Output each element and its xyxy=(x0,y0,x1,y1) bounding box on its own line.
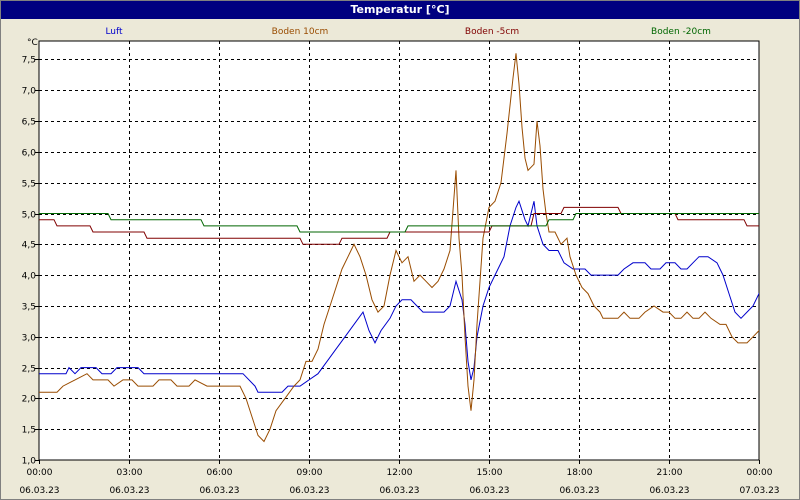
x-tick-date-label: 07.03.23 xyxy=(739,486,779,496)
x-tick-time-label: 09:00 xyxy=(297,468,323,478)
window-title: Temperatur [°C] xyxy=(1,1,799,19)
x-tick-time-label: 15:00 xyxy=(477,468,503,478)
x-tick-date-label: 06.03.23 xyxy=(19,486,59,496)
series-lines xyxy=(39,53,759,443)
y-tick-label: 3,0 xyxy=(22,334,37,344)
x-tick-date-label: 06.03.23 xyxy=(199,486,239,496)
x-tick-date-label: 06.03.23 xyxy=(649,486,689,496)
y-tick-label: 2,5 xyxy=(22,365,36,375)
y-tick-label: 6,0 xyxy=(22,149,37,159)
x-tick-date-label: 06.03.23 xyxy=(559,486,599,496)
x-tick-time-label: 03:00 xyxy=(117,468,143,478)
y-axis-unit-label: °C xyxy=(27,38,38,48)
series-line-1 xyxy=(39,53,759,443)
y-tick-label: 4,0 xyxy=(22,272,37,282)
legend-item-3: Boden -20cm xyxy=(651,27,711,37)
legend-item-1: Boden 10cm xyxy=(272,27,329,37)
x-tick-date-label: 06.03.23 xyxy=(109,486,149,496)
x-tick-date-label: 06.03.23 xyxy=(379,486,419,496)
y-tick-label: 6,5 xyxy=(22,118,36,128)
x-tick-time-label: 18:00 xyxy=(567,468,593,478)
y-tick-label: 2,0 xyxy=(22,395,37,405)
legend: Luft Boden 10cm Boden -5cm Boden -20cm xyxy=(105,27,711,37)
x-tick-time-label: 00:00 xyxy=(27,468,53,478)
x-tick-date-label: 06.03.23 xyxy=(289,486,329,496)
x-tick-time-label: 12:00 xyxy=(387,468,413,478)
axes: 1,0 1,5 2,0 2,5 3,0 3,5 4,0 4,5 5,0 5,5 6,0 6,5 7,0 7… xyxy=(19,56,779,497)
y-tick-label: 5,0 xyxy=(22,211,37,221)
y-tick-label: 1,0 xyxy=(22,457,37,467)
x-tick-time-label: 21:00 xyxy=(657,468,683,478)
legend-item-0: Luft xyxy=(105,27,123,37)
y-tick-label: 3,5 xyxy=(22,303,36,313)
y-tick-label: 1,5 xyxy=(22,426,36,436)
series-line-0 xyxy=(39,199,759,393)
temperature-chart: 1,0 1,5 2,0 2,5 3,0 3,5 4,0 4,5 5,0 5,5 6,0 6,5 7,0 7… xyxy=(19,27,779,497)
x-tick-date-label: 06.03.23 xyxy=(469,486,509,496)
grid-lines xyxy=(39,41,759,460)
y-tick-label: 5,5 xyxy=(22,180,36,190)
y-tick-label: 7,5 xyxy=(22,56,36,66)
legend-item-2: Boden -5cm xyxy=(465,27,519,37)
x-tick-time-label: 06:00 xyxy=(207,468,233,478)
y-tick-label: 4,5 xyxy=(22,241,36,251)
series-line-3 xyxy=(39,213,759,233)
x-tick-time-label: 00:00 xyxy=(747,468,773,478)
y-tick-label: 7,0 xyxy=(22,87,37,97)
series-line-2 xyxy=(39,206,759,245)
